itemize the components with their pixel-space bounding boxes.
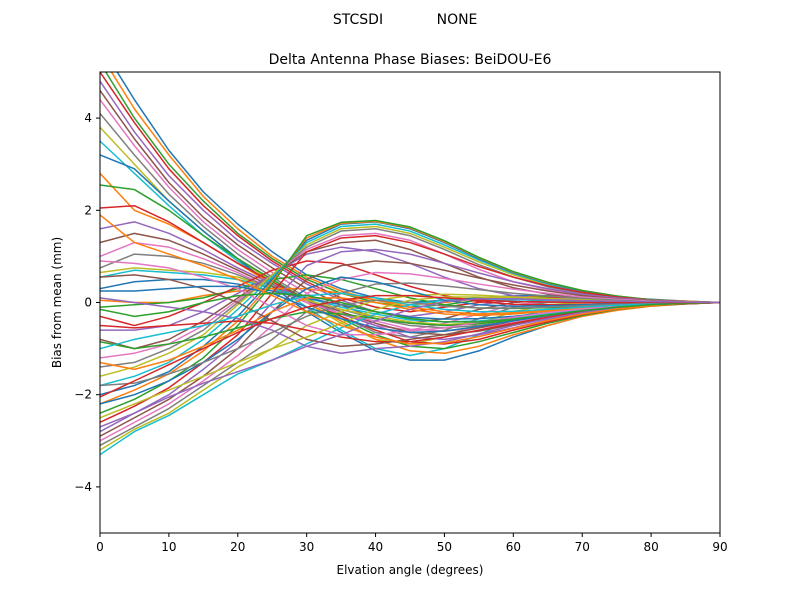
suptitle-left: STCSDI	[333, 12, 383, 28]
x-axis: 0 10 20 30 40 50 60 70 80 90	[96, 533, 728, 554]
x-tick-label: 50	[437, 540, 452, 554]
y-tick-label: 2	[84, 203, 92, 217]
y-tick-label: 0	[84, 296, 92, 310]
y-axis-label: Bias from mean (mm)	[50, 237, 64, 368]
x-tick-label: 90	[712, 540, 727, 554]
y-tick-label: 4	[84, 111, 92, 125]
x-tick-label: 70	[575, 540, 590, 554]
x-tick-label: 0	[96, 540, 104, 554]
x-axis-label: Elvation angle (degrees)	[337, 563, 484, 577]
series-line-s55	[100, 298, 720, 428]
series-line-s35	[100, 248, 720, 433]
x-tick-label: 30	[299, 540, 314, 554]
y-axis: −4 −2 0 2 4	[74, 111, 100, 494]
y-tick-label: −4	[74, 480, 92, 494]
x-tick-label: 60	[506, 540, 521, 554]
series-line-s52	[100, 214, 720, 345]
x-tick-label: 10	[161, 540, 176, 554]
y-tick-label: −2	[74, 388, 92, 402]
series-line-s38	[100, 282, 720, 447]
x-tick-label: 40	[368, 540, 383, 554]
x-tick-label: 80	[643, 540, 658, 554]
series-line-s33	[100, 219, 720, 414]
series-line-s37	[100, 271, 720, 442]
series-line-s50	[100, 292, 720, 350]
series-line-s53	[100, 292, 720, 323]
suptitle-right: NONE	[437, 12, 478, 28]
x-tick-label: 20	[230, 540, 245, 554]
chart-title: Delta Antenna Phase Biases: BeiDOU-E6	[269, 52, 552, 68]
series-line-s48	[100, 299, 720, 387]
series-line-s47	[100, 260, 720, 336]
series-line-s54	[100, 294, 720, 398]
series-lines	[100, 72, 720, 456]
series-line-s45	[100, 297, 720, 354]
